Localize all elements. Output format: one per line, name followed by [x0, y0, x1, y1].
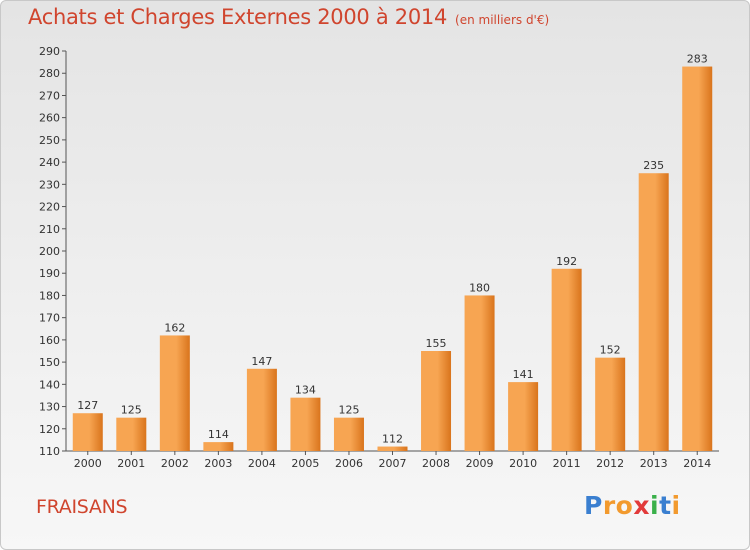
- bar-2004: [246, 368, 277, 451]
- value-label-2005: 134: [295, 384, 316, 397]
- y-tick-label: 170: [39, 312, 60, 325]
- x-tick-label-2001: 2001: [117, 457, 145, 470]
- x-tick-label-2008: 2008: [422, 457, 450, 470]
- logo-letter: i: [671, 491, 681, 520]
- x-tick-label-2006: 2006: [335, 457, 363, 470]
- y-tick-label: 250: [39, 134, 60, 147]
- value-label-2003: 114: [208, 428, 229, 441]
- bar-2011: [551, 268, 582, 451]
- y-tick-label: 280: [39, 67, 60, 80]
- bar-2001: [116, 417, 147, 451]
- value-label-2004: 147: [251, 355, 272, 368]
- value-label-2010: 141: [513, 368, 534, 381]
- bar-2006: [333, 417, 364, 451]
- bar-2008: [421, 351, 452, 451]
- chart-title-text: Achats et Charges Externes 2000 à 2014: [28, 5, 448, 29]
- y-tick-label: 240: [39, 156, 60, 169]
- y-tick-label: 150: [39, 356, 60, 369]
- value-label-2014: 283: [687, 53, 708, 66]
- value-label-2008: 155: [426, 337, 447, 350]
- value-label-2013: 235: [643, 159, 664, 172]
- x-tick-label-2014: 2014: [683, 457, 711, 470]
- logo-letter: t: [659, 491, 672, 520]
- x-tick-label-2010: 2010: [509, 457, 537, 470]
- y-tick-label: 130: [39, 401, 60, 414]
- proxiti-logo[interactable]: Proxiti: [584, 491, 681, 520]
- bar-2003: [203, 442, 234, 451]
- value-label-2000: 127: [77, 399, 98, 412]
- value-label-2002: 162: [164, 321, 185, 334]
- x-tick-label-2005: 2005: [291, 457, 319, 470]
- logo-letter: r: [602, 491, 616, 520]
- y-tick-label: 260: [39, 112, 60, 125]
- x-tick-label-2004: 2004: [248, 457, 276, 470]
- bar-2014: [682, 66, 713, 452]
- x-tick-label-2002: 2002: [161, 457, 189, 470]
- x-tick-label-2013: 2013: [640, 457, 668, 470]
- y-tick-label: 230: [39, 178, 60, 191]
- y-tick-label: 210: [39, 223, 60, 236]
- y-tick-label: 220: [39, 201, 60, 214]
- x-tick-label-2003: 2003: [204, 457, 232, 470]
- y-tick-label: 190: [39, 267, 60, 280]
- bar-2010: [508, 382, 539, 451]
- logo-letter: i: [650, 491, 660, 520]
- bar-2005: [290, 397, 321, 451]
- y-tick-label: 160: [39, 334, 60, 347]
- chart-value-labels: 127 125 162 114 147 134 125 112 155 180 141 192 152 2…: [77, 53, 707, 446]
- commune-name: FRAISANS: [36, 496, 128, 518]
- y-tick-label: 110: [39, 445, 60, 458]
- logo-letter: P: [584, 491, 603, 520]
- value-label-2007: 112: [382, 433, 403, 446]
- bar-2000: [72, 413, 103, 451]
- y-tick-label: 290: [39, 45, 60, 58]
- bar-2007: [377, 446, 408, 451]
- x-tick-label-2000: 2000: [74, 457, 102, 470]
- value-label-2006: 125: [338, 404, 359, 417]
- chart-unit: (en milliers d'€): [455, 13, 550, 27]
- y-tick-label: 140: [39, 378, 60, 391]
- y-tick-label: 200: [39, 245, 60, 258]
- x-tick-label-2009: 2009: [466, 457, 494, 470]
- x-tick-label-2011: 2011: [553, 457, 581, 470]
- value-label-2011: 192: [556, 255, 577, 268]
- logo-letter: o: [615, 491, 634, 520]
- value-label-2012: 152: [600, 344, 621, 357]
- x-tick-label-2012: 2012: [596, 457, 624, 470]
- x-tick-label-2007: 2007: [379, 457, 407, 470]
- y-tick-label: 270: [39, 89, 60, 102]
- chart-x-ticks: 2000 2001 2002 2003 2004 2005 2006 2007 2008 2009…: [74, 451, 711, 470]
- chart-bars: [72, 66, 713, 452]
- bar-2013: [638, 173, 669, 451]
- bar-2002: [159, 335, 190, 451]
- bar-2009: [464, 295, 495, 451]
- value-label-2001: 125: [121, 404, 142, 417]
- logo-letter: x: [633, 491, 650, 520]
- y-tick-label: 120: [39, 423, 60, 436]
- bar-2012: [595, 357, 626, 451]
- chart-y-ticks: 110 120 130 140 150 160 170 180 190 200 210 220 230 2…: [39, 45, 66, 458]
- value-label-2009: 180: [469, 281, 490, 294]
- chart-title: Achats et Charges Externes 2000 à 2014 (e…: [28, 5, 549, 29]
- y-tick-label: 180: [39, 289, 60, 302]
